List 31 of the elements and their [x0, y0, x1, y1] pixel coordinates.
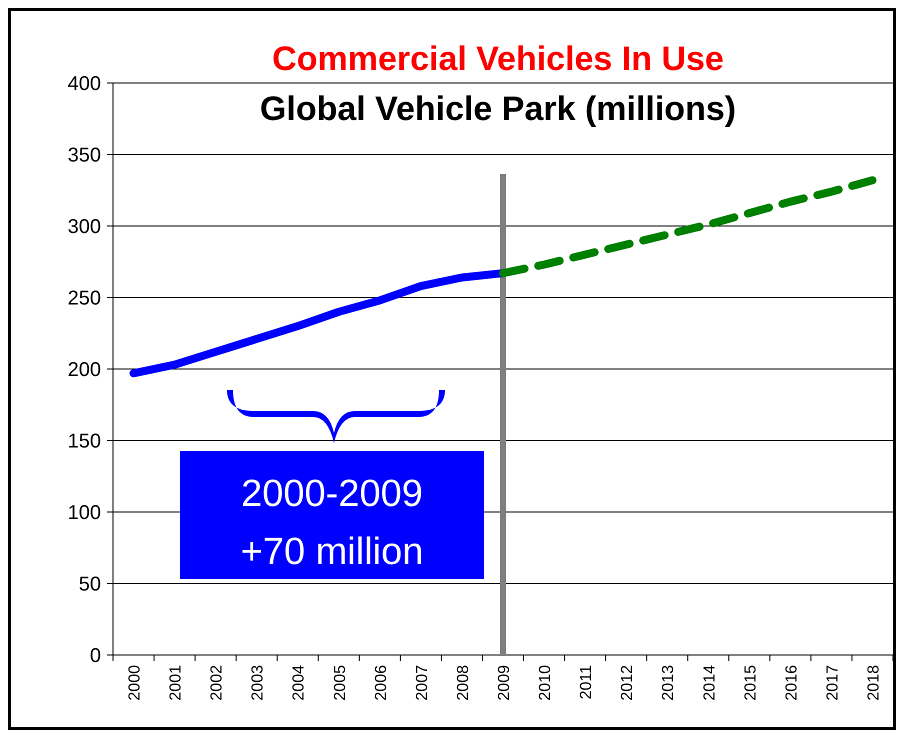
- x-tick-label: 2012: [619, 664, 636, 701]
- x-tick-label: 2000: [126, 664, 144, 701]
- x-tick-label: 2001: [168, 664, 185, 701]
- x-tick-label: 2007: [414, 664, 431, 701]
- x-tick-label: 2004: [290, 664, 308, 701]
- x-tick-label: 2006: [372, 664, 390, 701]
- y-tick-label: 200: [68, 359, 101, 381]
- x-tick-label: 2008: [454, 664, 472, 701]
- y-tick-label: 100: [68, 502, 101, 524]
- y-tick-label: 300: [68, 216, 101, 238]
- y-tick-label: 400: [68, 73, 101, 95]
- x-tick-label: 2015: [742, 664, 760, 701]
- x-tick-label: 2016: [783, 664, 800, 701]
- x-tick-label: 2009: [496, 664, 513, 701]
- y-tick-label: 0: [90, 645, 101, 667]
- y-tick-label: 350: [68, 144, 101, 166]
- x-tick-label: 2014: [701, 664, 718, 701]
- x-tick-label: 2018: [865, 664, 882, 701]
- x-tick-label: 2011: [578, 664, 596, 700]
- x-tick-label: 2010: [537, 664, 554, 701]
- chart-subtitle: Global Vehicle Park (millions): [260, 90, 736, 128]
- y-tick-label: 50: [78, 574, 101, 596]
- x-tick-label: 2003: [250, 664, 267, 701]
- x-tick-label: 2005: [332, 664, 349, 701]
- x-tick-label: 2017: [824, 664, 842, 701]
- x-tick-label: 2002: [208, 664, 226, 701]
- chart-title: Commercial Vehicles In Use: [272, 40, 724, 78]
- annotation: 2000-2009 +70 million: [240, 473, 424, 573]
- y-tick-label: 250: [68, 288, 101, 310]
- x-tick-label: 2013: [660, 664, 678, 701]
- y-tick-label: 150: [68, 430, 101, 452]
